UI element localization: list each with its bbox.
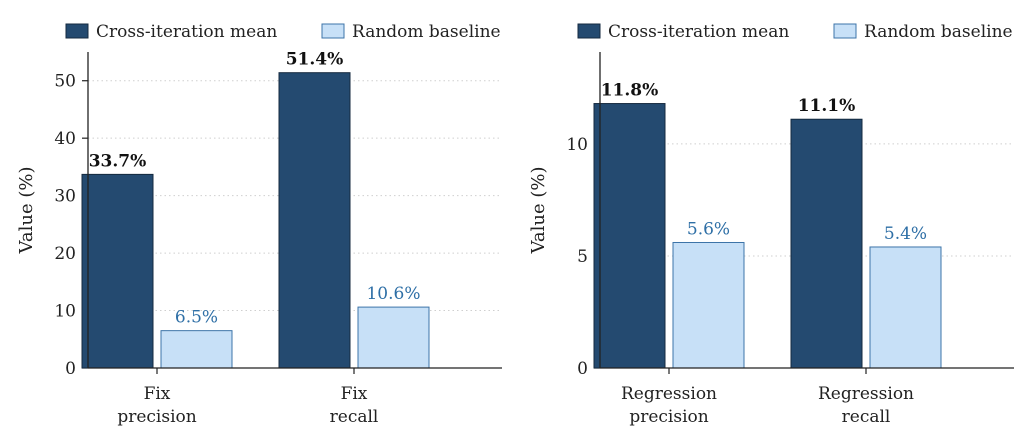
legend-swatch-2 — [321, 23, 345, 39]
legend-swatch-1 — [577, 23, 601, 39]
data-label-mean-2: 51.4% — [286, 50, 344, 70]
legend-label-1: Cross-iteration mean — [96, 22, 277, 42]
bar-baseline-1 — [672, 241, 745, 369]
bar-baseline-2 — [869, 246, 942, 369]
x-tick-label: Regression — [818, 384, 914, 404]
legend-swatch-2 — [833, 23, 857, 39]
bar-mean-2 — [278, 72, 351, 369]
y-axis-label: Value (%) — [528, 167, 549, 255]
legend: Cross-iteration mean Random baseline — [65, 22, 501, 42]
x-tick-label: precision — [629, 407, 708, 427]
y-tick-label: 40 — [54, 129, 76, 149]
data-label-mean-2: 11.1% — [798, 96, 856, 116]
y-tick-label: 50 — [54, 72, 76, 92]
data-label-baseline-1: 5.6% — [687, 219, 730, 239]
x-tick-label: Fix — [341, 384, 368, 404]
legend-label-2: Random baseline — [864, 22, 1013, 42]
y-tick-label: 0 — [577, 359, 588, 379]
bar-mean-1 — [81, 173, 154, 369]
data-label-baseline-1: 6.5% — [175, 308, 218, 328]
legend-swatch-1 — [65, 23, 89, 39]
legend: Cross-iteration mean Random baseline — [577, 22, 1013, 42]
chart-panel-1: Cross-iteration mean Random baseline 0 10 20… — [16, 22, 502, 427]
x-tick-label: Fix — [144, 384, 171, 404]
data-label-mean-1: 33.7% — [89, 151, 147, 171]
data-label-baseline-2: 10.6% — [366, 284, 420, 304]
y-tick-label: 30 — [54, 187, 76, 207]
legend-label-2: Random baseline — [352, 22, 501, 42]
bar-mean-2 — [790, 118, 863, 369]
y-tick-label: 20 — [54, 244, 76, 264]
bar-mean-1 — [593, 103, 666, 369]
x-tick-label: recall — [842, 407, 891, 427]
x-tick-label: Regression — [621, 384, 717, 404]
y-tick-label: 0 — [65, 359, 76, 379]
bar-baseline-1 — [160, 330, 233, 369]
y-tick-label: 10 — [54, 302, 76, 322]
legend-label-1: Cross-iteration mean — [608, 22, 789, 42]
y-axis-label: Value (%) — [16, 167, 37, 255]
data-label-baseline-2: 5.4% — [884, 224, 927, 244]
data-label-mean-1: 11.8% — [601, 81, 659, 101]
y-tick-label: 5 — [577, 247, 588, 267]
x-tick-label: recall — [330, 407, 379, 427]
bar-baseline-2 — [357, 306, 430, 369]
x-tick-label: precision — [117, 407, 196, 427]
y-tick-label: 10 — [566, 135, 588, 155]
chart-panel-2: Cross-iteration mean Random baseline 0 5 10 1… — [528, 22, 1014, 427]
